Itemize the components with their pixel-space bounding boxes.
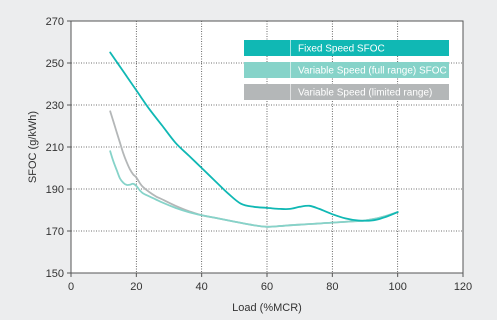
y-tick-label: 170 xyxy=(46,226,64,238)
y-tick-label: 210 xyxy=(46,142,64,154)
series-line-2 xyxy=(109,150,399,228)
x-tick-label: 60 xyxy=(261,281,273,293)
y-tick-label: 150 xyxy=(46,268,64,280)
y-tick-label: 190 xyxy=(46,184,64,196)
legend-item-1 xyxy=(244,40,449,56)
y-tick-label: 230 xyxy=(46,100,64,112)
legend: Fixed Speed SFOC Variable Speed (full ran… xyxy=(244,40,449,100)
y-axis-label: SFOC (g/kWh) xyxy=(27,111,39,183)
series-line-1 xyxy=(109,51,399,222)
x-tick-label: 20 xyxy=(130,281,142,293)
legend-label-3: Variable Speed (limited range) xyxy=(298,88,432,99)
legend-item-2 xyxy=(244,62,449,78)
legend-item-3 xyxy=(244,84,449,100)
x-tick-label: 0 xyxy=(68,281,74,293)
x-tick-label: 40 xyxy=(196,281,208,293)
legend-swatch-divider xyxy=(290,62,291,78)
legend-label-2: Variable Speed (full range) SFOC xyxy=(298,66,447,77)
legend-swatch-divider xyxy=(290,84,291,100)
legend-swatch-divider xyxy=(290,40,291,56)
axes xyxy=(67,20,464,277)
gridlines xyxy=(71,21,463,273)
legend-label-1: Fixed Speed SFOC xyxy=(298,44,385,55)
x-axis-label: Load (%MCR) xyxy=(232,302,302,314)
x-tick-label: 120 xyxy=(454,281,472,293)
x-tick-label: 100 xyxy=(388,281,406,293)
tick-labels: 0 20 40 60 80 100 120 150 170 190 210 230 250 270 xyxy=(46,16,473,293)
y-tick-label: 270 xyxy=(46,16,64,28)
series-lines xyxy=(109,51,399,228)
x-tick-label: 80 xyxy=(326,281,338,293)
y-tick-label: 250 xyxy=(46,58,64,70)
